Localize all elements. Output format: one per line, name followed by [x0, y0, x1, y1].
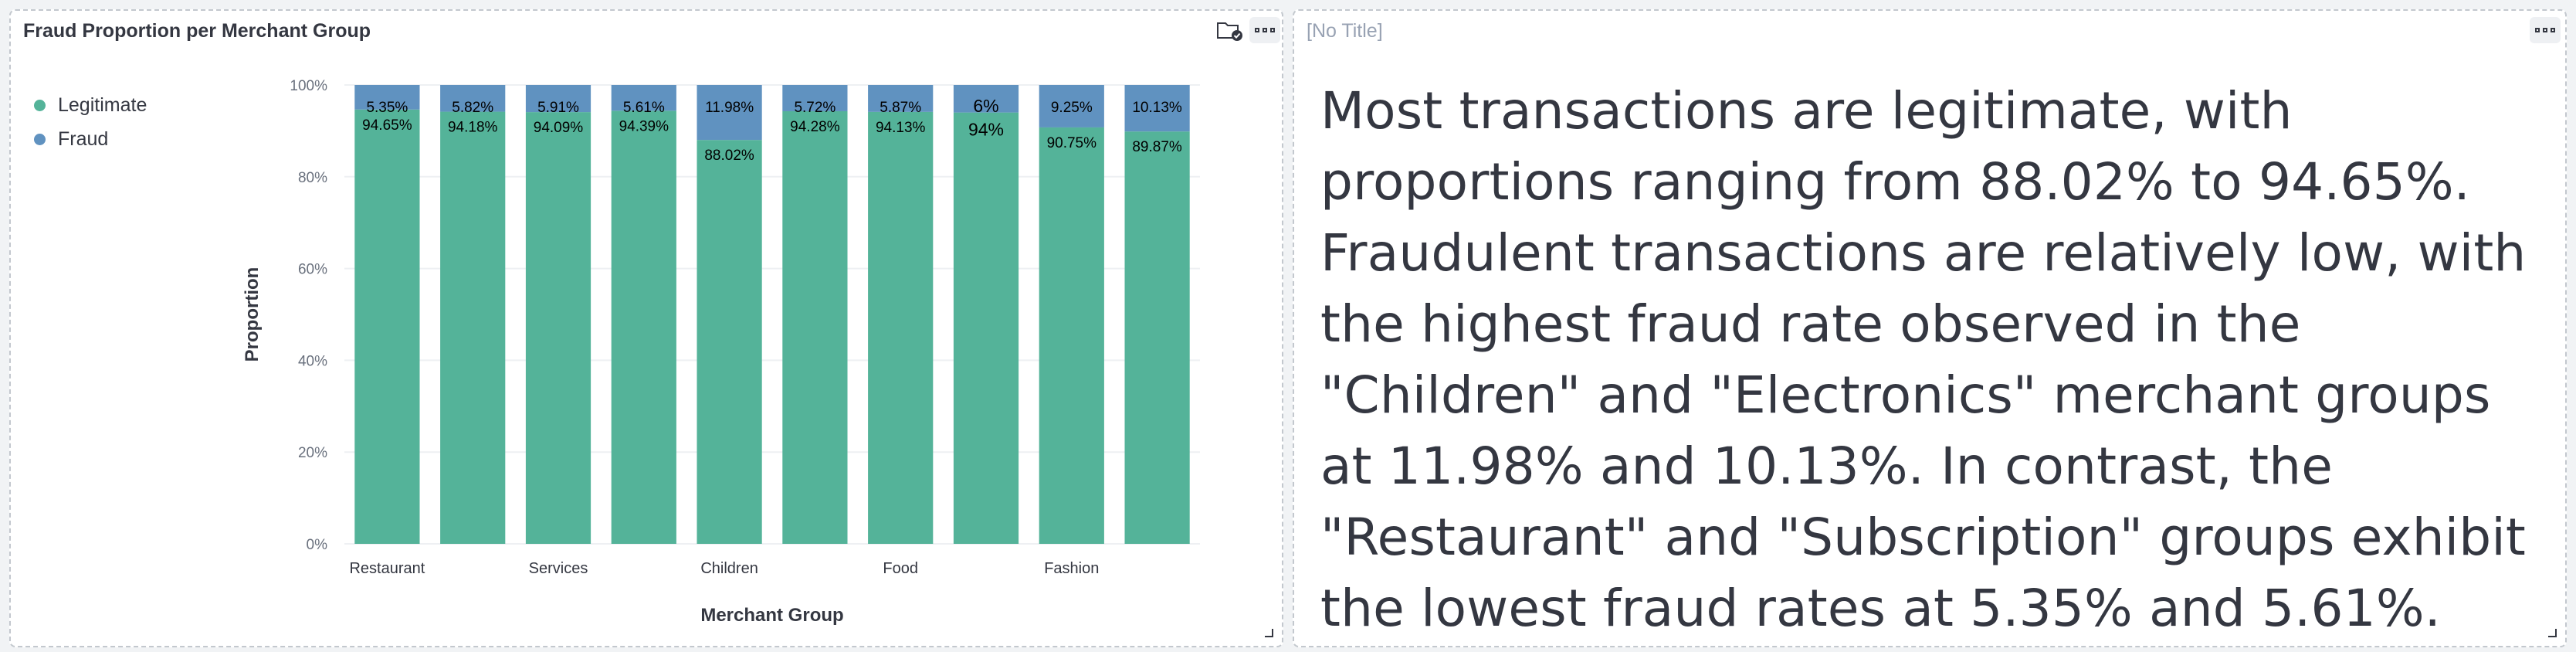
more-horizontal-icon	[1255, 28, 1259, 32]
bar-fraud	[1039, 85, 1104, 127]
text-panel: [No Title] Most transactions are legitim…	[1293, 9, 2567, 647]
bar-legitimate	[611, 110, 676, 545]
more-dot	[2551, 28, 2555, 32]
bar-fraud	[697, 85, 762, 141]
chart-panel: Fraud Proportion per Merchant Group Legi…	[9, 9, 1283, 647]
bar-legitimate	[697, 140, 762, 544]
stacked-bar-chart: 0% 20% 40% 60% 80% 100% 5.35%94.65% Restaurant 5…	[242, 78, 1200, 626]
bar-legitimate	[525, 112, 591, 544]
data-label-legitimate: 94.39%	[619, 118, 669, 134]
data-label-fraud: 5.82%	[452, 100, 493, 116]
x-tick-label: Restaurant	[349, 560, 425, 577]
bar-fraud	[1124, 85, 1190, 132]
data-label-legitimate: 90.75%	[1047, 135, 1097, 151]
data-label-fraud: 11.98%	[705, 100, 754, 116]
chart-legend: Legitimate Fraud	[34, 88, 147, 156]
legend-label-fraud: Fraud	[58, 127, 109, 150]
bar-fraud	[953, 85, 1019, 113]
data-label-legitimate: 94.65%	[362, 117, 412, 134]
data-label-fraud: 10.13%	[1132, 100, 1182, 116]
x-tick-label: Services	[529, 560, 588, 577]
folder-check-icon[interactable]	[1214, 17, 1245, 43]
data-label-fraud: 5.91%	[537, 100, 579, 116]
more-dot	[2543, 28, 2547, 32]
y-tick-label: 60%	[298, 262, 327, 278]
bar-fraud	[611, 85, 676, 111]
y-axis-title: Proportion	[242, 267, 263, 362]
bar-fraud	[354, 85, 420, 110]
data-label-legitimate: 89.87%	[1132, 139, 1182, 155]
y-tick-label: 80%	[298, 170, 327, 186]
legend-label-legitimate: Legitimate	[58, 93, 147, 116]
resize-handle-icon[interactable]	[1263, 627, 1274, 638]
panel-options-button[interactable]	[1249, 17, 1280, 43]
text-panel-title: [No Title]	[1307, 20, 1383, 42]
y-tick-label: 100%	[290, 78, 327, 94]
y-tick-label: 40%	[298, 353, 327, 369]
x-tick-label: Food	[883, 560, 918, 577]
more-horizontal-icon	[2535, 28, 2540, 32]
y-tick-label: 20%	[298, 445, 327, 461]
legend-dot-legitimate	[34, 99, 46, 111]
x-axis-title: Merchant Group	[700, 605, 843, 626]
more-dot	[1263, 28, 1267, 32]
chart-panel-title: Fraud Proportion per Merchant Group	[23, 20, 371, 42]
data-label-fraud: 9.25%	[1051, 100, 1093, 116]
y-tick-label: 0%	[307, 537, 328, 553]
x-tick-label: Fashion	[1044, 560, 1099, 577]
data-label-fraud: 6%	[973, 96, 998, 116]
legend-item-legitimate[interactable]: Legitimate	[34, 88, 147, 122]
more-dot	[1270, 28, 1275, 32]
data-label-fraud: 5.72%	[794, 100, 836, 116]
x-tick-label: Children	[700, 560, 758, 577]
bar-legitimate	[1039, 127, 1104, 544]
data-label-legitimate: 94.09%	[534, 120, 584, 136]
bar-fraud	[782, 85, 848, 111]
markdown-text: Most transactions are legitimate, with p…	[1320, 81, 2527, 638]
bar-legitimate	[953, 112, 1019, 544]
bar-legitimate	[1124, 131, 1190, 545]
data-label-legitimate: 94.28%	[790, 119, 840, 135]
bar-legitimate	[354, 109, 420, 544]
data-label-fraud: 5.61%	[623, 100, 665, 116]
data-label-legitimate: 94%	[968, 120, 1004, 140]
bar-legitimate	[440, 111, 506, 544]
panel-options-button[interactable]	[2530, 17, 2561, 43]
bar-legitimate	[782, 110, 848, 544]
bar-fraud	[868, 85, 934, 112]
bar-fraud	[525, 85, 591, 113]
legend-item-fraud[interactable]: Fraud	[34, 122, 147, 156]
data-label-fraud: 5.35%	[366, 100, 408, 116]
bar-fraud	[440, 85, 506, 112]
bar-legitimate	[868, 111, 934, 544]
data-label-legitimate: 88.02%	[704, 148, 754, 164]
data-label-fraud: 5.87%	[880, 100, 921, 116]
data-label-legitimate: 94.18%	[448, 120, 498, 136]
legend-dot-fraud	[34, 133, 46, 145]
data-label-legitimate: 94.13%	[876, 120, 926, 136]
resize-handle-icon[interactable]	[2547, 627, 2557, 638]
